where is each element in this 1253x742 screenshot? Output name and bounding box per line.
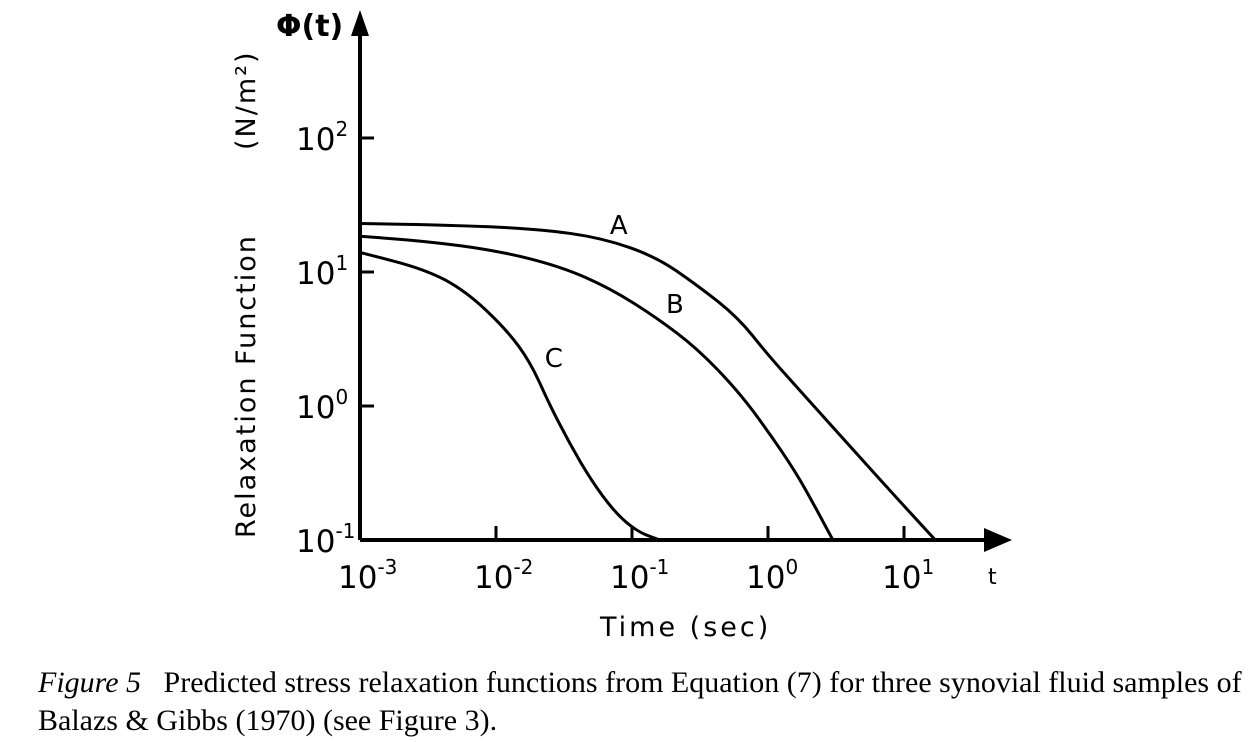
- series-label-c: C: [545, 344, 563, 374]
- series-line-c: [359, 250, 661, 542]
- x-axis-symbol: t: [988, 565, 997, 590]
- y-axis-symbol: Φ(t): [276, 9, 343, 44]
- x-axis-arrow: [984, 528, 1012, 552]
- x-tick-label: 10-3: [338, 555, 397, 596]
- y-tick-label: 101: [296, 251, 348, 292]
- y-tick-label: 102: [296, 117, 348, 158]
- caption-figure-label: Figure 5: [38, 666, 142, 699]
- labels: Φ(t) (N/m²) Relaxation Function Time (se…: [231, 9, 997, 643]
- y-axis-label: Relaxation Function: [231, 234, 262, 538]
- series-group: A B C: [359, 211, 937, 542]
- x-tick-label: 100: [746, 555, 798, 596]
- y-axis-unit: (N/m²): [231, 51, 262, 151]
- y-axis-arrow: [351, 10, 369, 36]
- x-tick-label: 101: [882, 555, 934, 596]
- series-label-b: B: [666, 290, 684, 320]
- y-tick-label: 100: [296, 385, 348, 426]
- x-tick-label: 10-2: [474, 555, 533, 596]
- series-label-a: A: [610, 211, 628, 241]
- x-tick-label: 10-1: [610, 555, 669, 596]
- y-tick-label: 10-1: [296, 519, 355, 560]
- series-line-b: [359, 234, 835, 541]
- relaxation-chart: 10-3 10-2 10-1 100 101 10-1 100 101 102 A B C Φ(t)…: [231, 9, 1012, 643]
- caption-text: Predicted stress relaxation functions fr…: [38, 666, 1242, 737]
- figure-caption: Figure 5 Predicted stress relaxation fun…: [38, 664, 1253, 740]
- axes: [351, 10, 1012, 552]
- series-line-a: [359, 222, 937, 542]
- ticks: 10-3 10-2 10-1 100 101 10-1 100 101 102: [296, 117, 934, 596]
- x-axis-label: Time (sec): [599, 612, 771, 643]
